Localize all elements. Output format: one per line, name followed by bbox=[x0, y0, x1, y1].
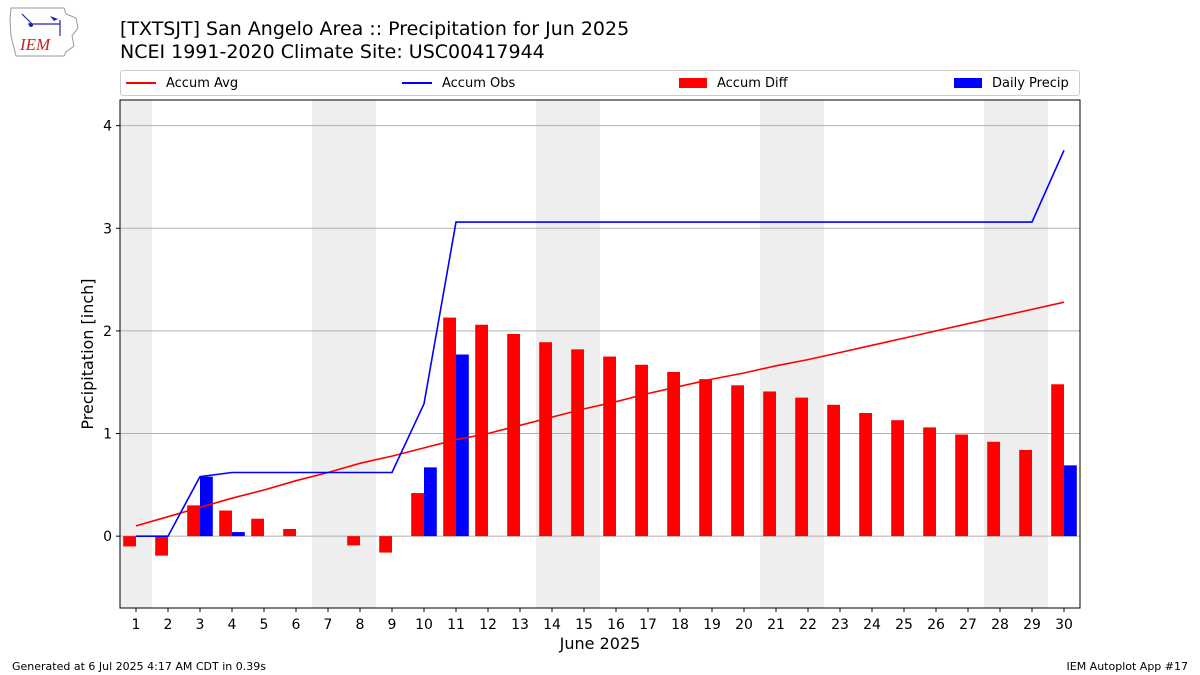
x-tick-label: 23 bbox=[831, 617, 849, 633]
x-tick-label: 28 bbox=[991, 617, 1009, 633]
y-tick-label: 1 bbox=[103, 427, 112, 443]
legend-label-accum-avg: Accum Avg bbox=[166, 75, 239, 91]
legend: Accum Avg Accum Obs Accum Diff Daily Pre… bbox=[120, 70, 1080, 96]
x-tick-label: 16 bbox=[607, 617, 625, 633]
logo-text: IEM bbox=[19, 35, 51, 54]
x-tick-label: 8 bbox=[356, 617, 365, 633]
x-tick-label: 21 bbox=[767, 617, 785, 633]
x-tick-label: 20 bbox=[735, 617, 753, 633]
x-tick-label: 26 bbox=[927, 617, 945, 633]
accum-diff-bar bbox=[123, 536, 136, 547]
chart-title: [TXTSJT] San Angelo Area :: Precipitatio… bbox=[120, 18, 630, 40]
y-tick-label: 2 bbox=[103, 324, 112, 340]
accum-avg-line bbox=[135, 301, 1065, 527]
x-tick-label: 17 bbox=[639, 617, 657, 633]
accum-diff-bar bbox=[379, 536, 392, 553]
daily-precip-bar bbox=[456, 354, 469, 537]
accum-diff-bar bbox=[507, 333, 520, 537]
x-tick-label: 3 bbox=[196, 617, 205, 633]
x-tick-label: 4 bbox=[228, 617, 237, 633]
daily-precip-bar bbox=[1064, 465, 1077, 537]
x-tick-label: 9 bbox=[388, 617, 397, 633]
legend-label-accum-obs: Accum Obs bbox=[442, 75, 516, 91]
x-tick-label: 1 bbox=[132, 617, 141, 633]
accum-diff-bar bbox=[635, 364, 648, 537]
legend-item-accum-diff: Accum Diff bbox=[679, 71, 788, 95]
y-tick-label: 0 bbox=[103, 529, 112, 545]
x-tick-label: 10 bbox=[415, 617, 433, 633]
x-tick-label: 29 bbox=[1023, 617, 1041, 633]
x-tick-label: 18 bbox=[671, 617, 689, 633]
accum-diff-bar bbox=[539, 342, 552, 537]
accum-diff-bar bbox=[763, 391, 776, 537]
x-tick-label: 6 bbox=[292, 617, 301, 633]
legend-swatch-accum-avg bbox=[126, 82, 156, 84]
x-tick-label: 11 bbox=[447, 617, 465, 633]
accum-diff-bar bbox=[155, 536, 168, 556]
x-tick-label: 30 bbox=[1055, 617, 1073, 633]
legend-item-daily-precip: Daily Precip bbox=[954, 71, 1069, 95]
accum-diff-bar bbox=[955, 434, 968, 537]
y-tick-label: 3 bbox=[103, 221, 112, 237]
x-tick-label: 7 bbox=[324, 617, 333, 633]
legend-item-accum-obs: Accum Obs bbox=[402, 71, 515, 95]
legend-swatch-accum-obs bbox=[402, 82, 432, 84]
x-tick-label: 15 bbox=[575, 617, 593, 633]
footer-generated: Generated at 6 Jul 2025 4:17 AM CDT in 0… bbox=[12, 660, 266, 673]
daily-precip-bar bbox=[200, 476, 213, 537]
iem-logo: IEM bbox=[9, 7, 79, 57]
x-tick-label: 13 bbox=[511, 617, 529, 633]
accum-diff-bar bbox=[187, 505, 200, 537]
x-tick-label: 5 bbox=[260, 617, 269, 633]
accum-diff-bar bbox=[571, 349, 584, 537]
legend-label-accum-diff: Accum Diff bbox=[717, 75, 788, 91]
accum-diff-bar bbox=[923, 427, 936, 537]
accum-diff-bar bbox=[859, 413, 872, 537]
daily-precip-bar bbox=[232, 532, 245, 537]
accum-diff-bar bbox=[731, 385, 744, 537]
x-tick-label: 2 bbox=[164, 617, 173, 633]
daily-precip-bar bbox=[424, 467, 437, 537]
accum-diff-bar bbox=[251, 518, 264, 537]
y-axis-label: Precipitation [inch] bbox=[78, 278, 97, 429]
legend-swatch-accum-diff bbox=[679, 78, 707, 88]
x-tick-label: 14 bbox=[543, 617, 561, 633]
accum-diff-bar bbox=[1051, 384, 1064, 537]
accum-diff-bar bbox=[347, 536, 360, 546]
accum-diff-bar bbox=[411, 493, 424, 537]
x-tick-label: 25 bbox=[895, 617, 913, 633]
x-tick-label: 22 bbox=[799, 617, 817, 633]
accum-diff-bar bbox=[795, 397, 808, 537]
accum-obs-line bbox=[136, 149, 1065, 538]
x-tick-label: 24 bbox=[863, 617, 881, 633]
accum-diff-bar bbox=[1019, 449, 1032, 537]
footer-app: IEM Autoplot App #17 bbox=[1066, 660, 1189, 673]
x-axis-label: June 2025 bbox=[559, 634, 641, 653]
chart-subtitle: NCEI 1991-2020 Climate Site: USC00417944 bbox=[120, 41, 545, 63]
x-tick-label: 12 bbox=[479, 617, 497, 633]
legend-swatch-daily-precip bbox=[954, 78, 982, 88]
accum-diff-bar bbox=[827, 404, 840, 537]
y-tick-label: 4 bbox=[103, 119, 112, 135]
accum-diff-bar bbox=[603, 356, 616, 537]
legend-label-daily-precip: Daily Precip bbox=[992, 75, 1069, 91]
accum-diff-bar bbox=[667, 371, 680, 537]
accum-diff-bar bbox=[699, 379, 712, 537]
x-tick-label: 19 bbox=[703, 617, 721, 633]
accum-diff-bar bbox=[475, 324, 488, 537]
accum-diff-bar bbox=[987, 441, 1000, 537]
accum-diff-bar bbox=[219, 510, 232, 537]
weekend-band bbox=[312, 100, 376, 608]
accum-diff-bar bbox=[283, 528, 296, 537]
accum-diff-bar bbox=[443, 317, 456, 537]
plot-frame bbox=[119, 99, 1081, 609]
weekend-band bbox=[120, 100, 152, 608]
accum-diff-bar bbox=[891, 420, 904, 537]
legend-item-accum-avg: Accum Avg bbox=[126, 71, 238, 95]
x-tick-label: 27 bbox=[959, 617, 977, 633]
